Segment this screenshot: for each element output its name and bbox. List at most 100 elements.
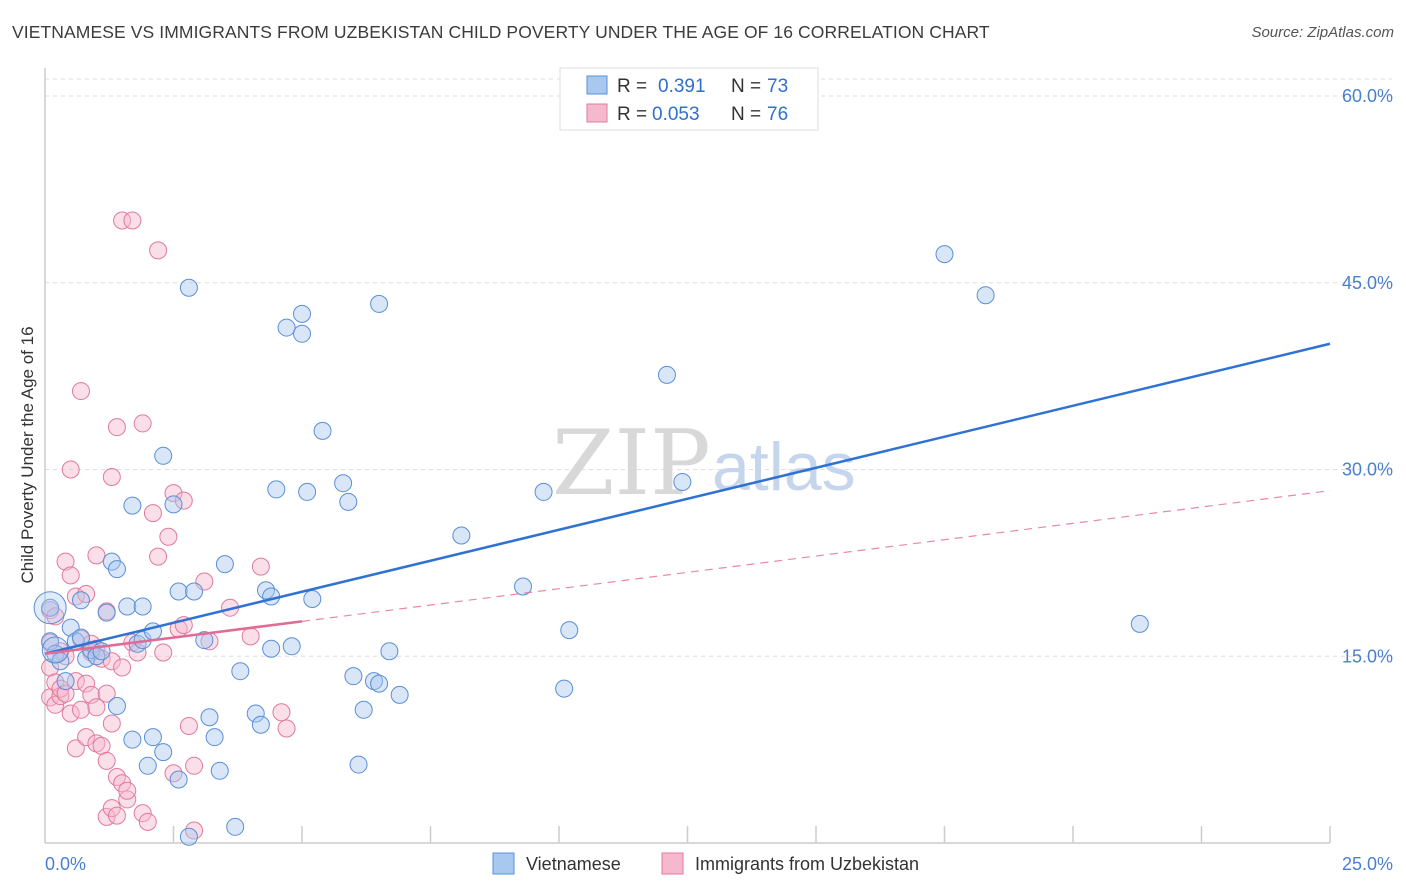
y-tick-label: 60.0%: [1342, 86, 1393, 106]
data-point-uzbekistan: [251, 557, 270, 576]
watermark-zip: ZIP: [552, 411, 711, 516]
data-point-vietnamese: [339, 492, 358, 511]
data-point-vietnamese: [107, 697, 126, 716]
legend-top: R = 0.391 N = 73 R = 0.053 N = 76: [559, 67, 819, 131]
trend-lines: [44, 342, 1331, 656]
data-point-vietnamese: [262, 639, 281, 658]
x-tick-label: 25.0%: [1342, 854, 1393, 874]
data-point-uzbekistan: [185, 756, 204, 775]
trend-line-uzbekistan: [44, 620, 303, 656]
data-point-uzbekistan: [113, 658, 132, 677]
data-point-vietnamese: [210, 761, 229, 780]
x-tick-labels: 0.0% 25.0%: [45, 854, 1393, 874]
data-point-vietnamese: [364, 672, 383, 691]
y-tick-labels: 15.0% 30.0% 45.0% 60.0%: [1342, 86, 1393, 666]
data-point-vietnamese: [452, 526, 471, 545]
y-tick-label: 15.0%: [1342, 646, 1393, 666]
legend-r-value: 0.391: [658, 76, 706, 97]
data-point-vietnamese: [380, 642, 399, 661]
data-point-uzbekistan: [77, 674, 96, 693]
data-point-vietnamese: [138, 756, 157, 775]
data-point-vietnamese: [657, 365, 676, 384]
data-point-vietnamese: [293, 324, 311, 343]
y-tick-label: 30.0%: [1342, 460, 1393, 480]
chart-title: VIETNAMESE VS IMMIGRANTS FROM UZBEKISTAN…: [12, 22, 990, 42]
axes: [44, 68, 1331, 844]
data-point-uzbekistan: [61, 566, 80, 585]
legend-swatch-pink: [586, 103, 608, 123]
trend-line-vietnamese: [44, 342, 1331, 655]
watermark: ZIP atlas: [552, 411, 856, 516]
data-point-uzbekistan: [107, 418, 126, 437]
legend-n-value: 73: [767, 76, 788, 97]
data-point-vietnamese: [1130, 614, 1149, 633]
data-point-uzbekistan: [71, 700, 90, 719]
data-point-vietnamese: [370, 674, 389, 693]
watermark-atlas: atlas: [712, 429, 856, 505]
data-point-uzbekistan: [113, 211, 132, 230]
data-point-vietnamese: [164, 495, 183, 514]
data-point-uzbekistan: [87, 698, 106, 717]
data-point-uzbekistan: [138, 812, 157, 831]
data-point-uzbekistan: [61, 704, 80, 723]
data-point-vietnamese: [77, 649, 96, 668]
grid-lines: [45, 78, 1392, 657]
data-point-uzbekistan: [123, 211, 142, 230]
data-point-uzbekistan: [102, 467, 121, 486]
data-point-uzbekistan: [133, 804, 152, 823]
data-point-vietnamese: [179, 278, 198, 297]
data-point-uzbekistan: [149, 241, 168, 260]
data-point-uzbekistan: [277, 719, 296, 738]
data-point-uzbekistan: [174, 491, 193, 510]
data-point-uzbekistan: [159, 527, 178, 546]
legend-bottom-swatch-pink: [661, 852, 684, 875]
data-point-vietnamese: [143, 728, 162, 747]
vietnamese-points: [33, 245, 1149, 846]
data-point-uzbekistan: [179, 716, 198, 735]
data-point-vietnamese: [56, 672, 75, 691]
data-point-vietnamese: [133, 597, 152, 616]
legend-r-label: R =: [617, 104, 647, 125]
data-point-uzbekistan: [97, 751, 116, 770]
source-label: Source: ZipAtlas.com: [1251, 24, 1394, 41]
uzbekistan-points: [41, 211, 296, 840]
data-point-vietnamese: [185, 582, 204, 601]
data-point-uzbekistan: [143, 504, 162, 523]
data-point-uzbekistan: [107, 806, 126, 825]
data-point-vietnamese: [246, 704, 265, 723]
data-point-uzbekistan: [56, 684, 75, 703]
data-point-uzbekistan: [61, 460, 80, 479]
data-point-vietnamese: [976, 286, 995, 305]
data-point-vietnamese: [334, 474, 353, 493]
legend-n-label: N =: [731, 104, 761, 125]
data-point-uzbekistan: [87, 546, 106, 565]
data-point-vietnamese: [370, 294, 389, 313]
data-point-vietnamese: [33, 591, 67, 625]
legend-swatch-blue: [586, 75, 608, 95]
data-point-vietnamese: [534, 482, 553, 501]
data-point-uzbekistan: [149, 547, 168, 566]
data-point-vietnamese: [195, 631, 214, 650]
data-point-vietnamese: [354, 700, 373, 719]
data-point-vietnamese: [231, 662, 250, 681]
data-point-vietnamese: [673, 472, 692, 491]
data-point-vietnamese: [514, 577, 533, 596]
data-point-vietnamese: [97, 603, 116, 622]
data-point-uzbekistan: [97, 684, 116, 703]
data-point-vietnamese: [71, 591, 90, 610]
data-point-vietnamese: [267, 480, 286, 499]
legend-n-value: 76: [767, 104, 788, 125]
x-tick-label: 0.0%: [45, 854, 86, 874]
data-point-uzbekistan: [46, 695, 65, 714]
data-point-vietnamese: [935, 245, 954, 264]
data-point-vietnamese: [200, 708, 219, 727]
data-point-vietnamese: [349, 755, 368, 774]
legend-n-label: N =: [731, 76, 761, 97]
legend-r-value: 0.053: [652, 104, 700, 125]
data-point-vietnamese: [555, 679, 574, 698]
data-point-vietnamese: [277, 318, 296, 337]
data-point-uzbekistan: [66, 672, 85, 691]
trend-line-uzbekistan-extension: [301, 490, 1331, 622]
data-point-vietnamese: [123, 730, 142, 749]
